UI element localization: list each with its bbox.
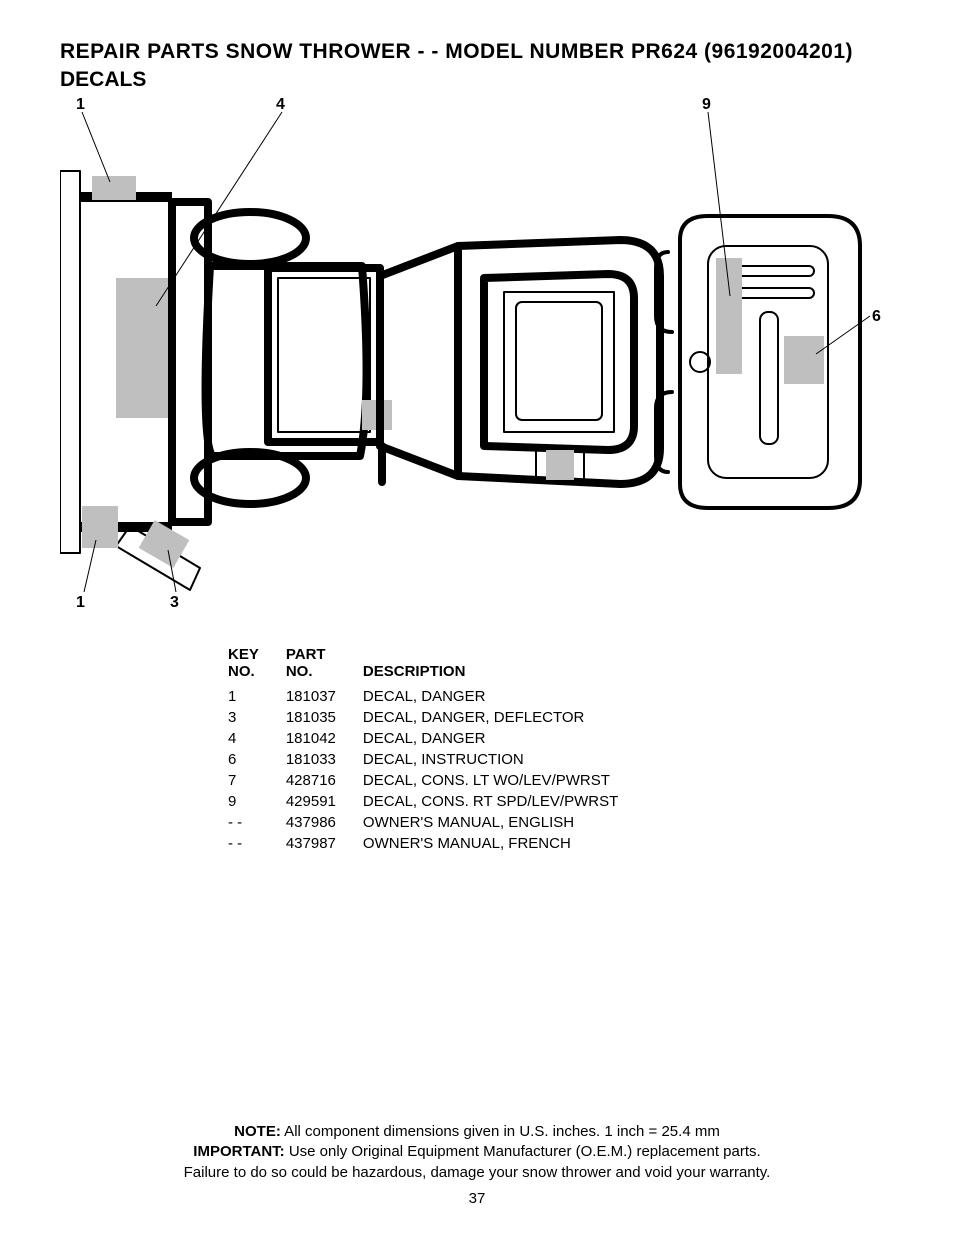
cell-key: - -	[227, 812, 285, 833]
col-description: DESCRIPTION	[362, 646, 644, 686]
note-line3: Failure to do so could be hazardous, dam…	[0, 1163, 954, 1183]
table-row: 6181033DECAL, INSTRUCTION	[227, 749, 644, 770]
diagram: 1 4 9 6 1 3	[60, 96, 894, 616]
col-part-no: PART NO.	[285, 646, 362, 686]
table-row: 3181035DECAL, DANGER, DEFLECTOR	[227, 707, 644, 728]
col-key-no: KEY NO.	[227, 646, 285, 686]
cell-key: 7	[227, 770, 285, 791]
cell-desc: DECAL, DANGER	[362, 686, 644, 707]
table-row: 4181042DECAL, DANGER	[227, 728, 644, 749]
table-row: 1181037DECAL, DANGER	[227, 686, 644, 707]
cell-part: 181037	[285, 686, 362, 707]
cell-key: 1	[227, 686, 285, 707]
cell-part: 181042	[285, 728, 362, 749]
note-text: All component dimensions given in U.S. i…	[281, 1123, 720, 1140]
cell-desc: DECAL, CONS. RT SPD/LEV/PWRST	[362, 791, 644, 812]
cell-part: 181035	[285, 707, 362, 728]
parts-table: KEY NO. PART NO. DESCRIPTION 1181037DECA…	[227, 646, 727, 854]
table-row: 7428716DECAL, CONS. LT WO/LEV/PWRST	[227, 770, 644, 791]
col-part-line2: NO.	[286, 663, 313, 680]
cell-desc: DECAL, CONS. LT WO/LEV/PWRST	[362, 770, 644, 791]
note-label: NOTE:	[234, 1123, 281, 1140]
cell-key: 4	[227, 728, 285, 749]
callout-top-mid: 4	[276, 96, 285, 114]
cell-desc: OWNER'S MANUAL, FRENCH	[362, 833, 644, 854]
page-number: 37	[0, 1189, 954, 1209]
cell-key: 9	[227, 791, 285, 812]
table-row: - -437986OWNER'S MANUAL, ENGLISH	[227, 812, 644, 833]
cell-part: 437987	[285, 833, 362, 854]
table-row: 9429591DECAL, CONS. RT SPD/LEV/PWRST	[227, 791, 644, 812]
cell-part: 429591	[285, 791, 362, 812]
note-line2: IMPORTANT: Use only Original Equipment M…	[0, 1142, 954, 1162]
cell-part: 428716	[285, 770, 362, 791]
cell-key: 3	[227, 707, 285, 728]
important-text: Use only Original Equipment Manufacturer…	[285, 1143, 761, 1160]
cell-desc: DECAL, INSTRUCTION	[362, 749, 644, 770]
cell-part: 437986	[285, 812, 362, 833]
note-line1: NOTE: All component dimensions given in …	[0, 1122, 954, 1142]
footer-notes: NOTE: All component dimensions given in …	[0, 1122, 954, 1209]
diagram-svg	[60, 96, 894, 616]
callout-right-mid: 6	[872, 308, 881, 326]
col-part-line1: PART	[286, 646, 326, 663]
page-title: REPAIR PARTS SNOW THROWER - - MODEL NUMB…	[60, 40, 894, 64]
table-row: - -437987OWNER'S MANUAL, FRENCH	[227, 833, 644, 854]
cell-desc: OWNER'S MANUAL, ENGLISH	[362, 812, 644, 833]
cell-desc: DECAL, DANGER	[362, 728, 644, 749]
callout-bottom-left: 1	[76, 594, 85, 612]
callout-bottom-mid: 3	[170, 594, 179, 612]
page-subtitle: DECALS	[60, 68, 894, 92]
col-key-line2: NO.	[228, 663, 255, 680]
callout-top-right: 9	[702, 96, 711, 114]
important-label: IMPORTANT:	[193, 1143, 284, 1160]
col-key-line1: KEY	[228, 646, 259, 663]
cell-desc: DECAL, DANGER, DEFLECTOR	[362, 707, 644, 728]
page: REPAIR PARTS SNOW THROWER - - MODEL NUMB…	[0, 0, 954, 1235]
cell-key: - -	[227, 833, 285, 854]
cell-part: 181033	[285, 749, 362, 770]
cell-key: 6	[227, 749, 285, 770]
callout-top-left: 1	[76, 96, 85, 114]
